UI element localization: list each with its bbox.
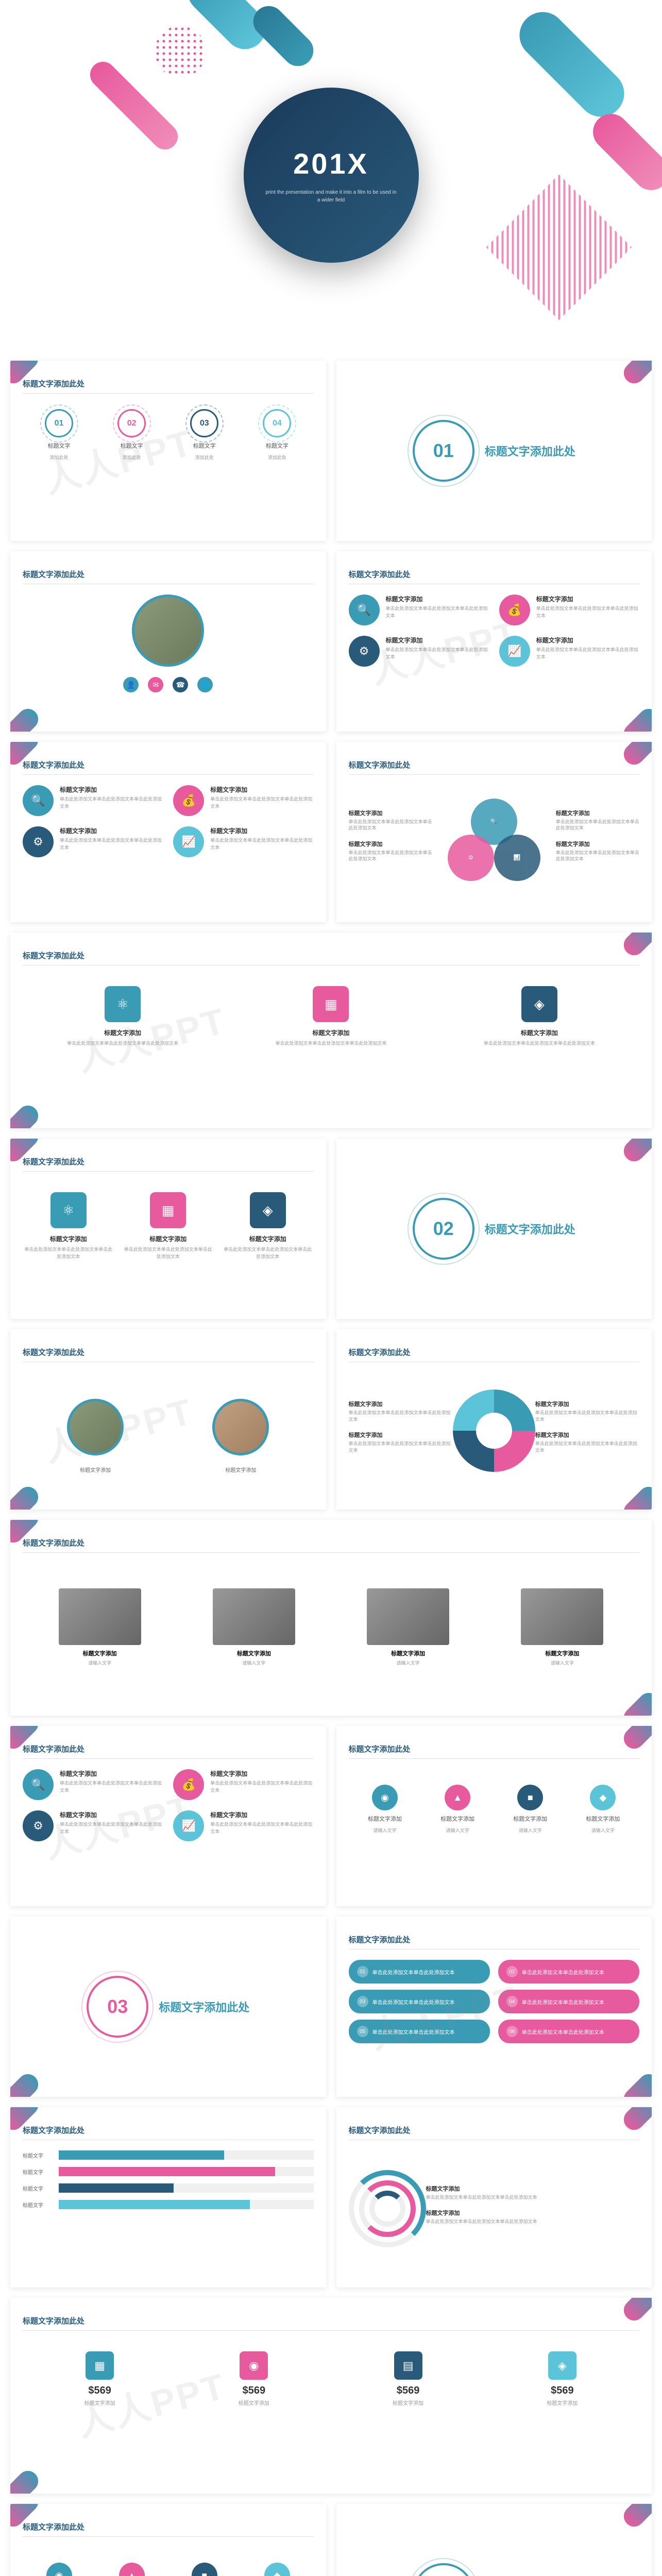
grid-cell: 📈标题文字添加单击此处添加文本单击此处添加文本单击此处添加文本 — [499, 636, 639, 667]
slide-two-photos: 标题文字添加此处 标题文字添加 标题文字添加 人人PPT — [10, 1329, 326, 1510]
slide-donut: 标题文字添加此处 标题文字添加单击此处添加文本单击此处添加文本单击此处添加文本标… — [336, 2107, 652, 2287]
list-item: 标题文字添加单击此处添加文本单击此处添加文本单击此处添加文本 — [349, 1431, 453, 1453]
card: ▦标题文字添加单击此处添加文本单击此处添加文本单击此处添加文本 — [123, 1192, 214, 1260]
grid-cell: 🔍标题文字添加单击此处添加文本单击此处添加文本单击此处添加文本 — [23, 1769, 163, 1800]
toc-item: 03标题文字添加此处 — [173, 409, 236, 461]
stat-item: ◈$569标题文字添加 — [547, 2351, 578, 2406]
icon-item: ◆标题文字添加请输入文字 — [571, 1785, 635, 1834]
bar-row: 标题文字 — [23, 2183, 314, 2193]
bar-row: 标题文字 — [23, 2200, 314, 2209]
slide-4photos: 标题文字添加此处 标题文字添加请输入文字标题文字添加请输入文字标题文字添加请输入… — [10, 1520, 652, 1716]
slide-steps: 标题文字添加此处 ◉标题文字添加请输入文字▲标题文字添加请输入文字■标题文字添加… — [10, 2504, 326, 2576]
slides-grid: 标题文字添加此处 01标题文字添加此处02标题文字添加此处03标题文字添加此处0… — [0, 350, 662, 2576]
grid-cell: 💰标题文字添加单击此处添加文本单击此处添加文本单击此处添加文本 — [499, 595, 639, 625]
pill: 03单击此处添加文本单击此处添加文本 — [349, 1990, 490, 2013]
slide-bars: 标题文字添加此处 标题文字标题文字标题文字标题文字 — [10, 2107, 326, 2287]
pill: 01单击此处添加文本单击此处添加文本 — [349, 1960, 490, 1984]
icon-mail: ✉ — [148, 677, 163, 692]
card: ◈标题文字添加单击此处添加文本单击此处添加文本单击此处添加文本 — [222, 1192, 314, 1260]
icon-item: ◆标题文字添加请输入文字 — [245, 2563, 309, 2576]
bar-row: 标题文字 — [23, 2150, 314, 2160]
slide-title: 标题文字添加此处 — [23, 378, 314, 394]
icon-item: ▲标题文字添加请输入文字 — [100, 2563, 164, 2576]
pill: 06单击此处添加文本单击此处添加文本 — [498, 2020, 639, 2043]
stat-item: ▤$569标题文字添加 — [393, 2351, 423, 2406]
card: ⚛标题文字添加单击此处添加文本单击此处添加文本单击此处添加文本 — [23, 986, 223, 1047]
icon-item: ◉标题文字添加请输入文字 — [27, 2563, 91, 2576]
photo-card: 标题文字添加请输入文字 — [59, 1588, 141, 1666]
grid-cell: ⚙标题文字添加单击此处添加文本单击此处添加文本单击此处添加文本 — [23, 1810, 163, 1841]
pill: 02单击此处添加文本单击此处添加文本 — [498, 1960, 639, 1984]
slide-stats: 标题文字添加此处 ▦$569标题文字添加◉$569标题文字添加▤$569标题文字… — [10, 2298, 652, 2494]
grid-cell: 🔍标题文字添加单击此处添加文本单击此处添加文本单击此处添加文本 — [23, 785, 163, 816]
grid-cell: ⚙标题文字添加单击此处添加文本单击此处添加文本单击此处添加文本 — [349, 636, 489, 667]
card: ⚛标题文字添加单击此处添加文本单击此处添加文本单击此处添加文本 — [23, 1192, 114, 1260]
icon-user: 👤 — [123, 677, 139, 692]
slide-bigicons: 标题文字添加此处 🔍标题文字添加单击此处添加文本单击此处添加文本单击此处添加文本… — [10, 742, 326, 922]
photo-card: 标题文字添加请输入文字 — [213, 1588, 295, 1666]
slide-section-03: 03 标题文字添加此处 — [10, 1917, 326, 2097]
section-label: 标题文字添加此处 — [485, 443, 575, 459]
toc-item: 02标题文字添加此处 — [100, 409, 164, 461]
photo-card: 标题文字添加请输入文字 — [521, 1588, 603, 1666]
slide-2x2: 标题文字添加此处 🔍标题文字添加单击此处添加文本单击此处添加文本单击此处添加文本… — [336, 551, 652, 732]
stat-item: ◉$569标题文字添加 — [239, 2351, 269, 2406]
slide-venn: 标题文字添加此处 标题文字添加单击此处添加文本单击此处添加文本单击此处添加文本标… — [336, 742, 652, 922]
venn-circle-3: 📊 — [494, 835, 540, 881]
section-number: 01 — [413, 420, 474, 482]
slide-icons-v: 标题文字添加此处 🔍标题文字添加单击此处添加文本单击此处添加文本单击此处添加文本… — [10, 1726, 326, 1906]
toc-item: 04标题文字添加此处 — [245, 409, 309, 461]
list-item: 标题文字添加单击此处添加文本单击此处添加文本单击此处添加文本 — [556, 840, 639, 862]
grid-cell: 📈标题文字添加单击此处添加文本单击此处添加文本单击此处添加文本 — [173, 1810, 313, 1841]
icon-item: ◉标题文字添加请输入文字 — [353, 1785, 417, 1834]
slide-ring: 标题文字添加此处 标题文字添加单击此处添加文本单击此处添加文本单击此处添加文本标… — [336, 1329, 652, 1510]
grid-cell: ⚙标题文字添加单击此处添加文本单击此处添加文本单击此处添加文本 — [23, 826, 163, 857]
list-item: 标题文字添加单击此处添加文本单击此处添加文本单击此处添加文本 — [349, 1400, 453, 1422]
slide-3cards: 标题文字添加此处 ⚛标题文字添加单击此处添加文本单击此处添加文本单击此处添加文本… — [10, 933, 652, 1128]
slide-photo-icons: 标题文字添加此处 👤 ✉ ☎ 🌐 — [10, 551, 326, 732]
cover-circle: 201X print the presentation and make it … — [244, 88, 419, 263]
icon-phone: ☎ — [173, 677, 188, 692]
icon-item: ■标题文字添加请输入文字 — [498, 1785, 562, 1834]
slide-toc: 标题文字添加此处 01标题文字添加此处02标题文字添加此处03标题文字添加此处0… — [10, 361, 326, 541]
slide-icons-h: 标题文字添加此处 ◉标题文字添加请输入文字▲标题文字添加请输入文字■标题文字添加… — [336, 1726, 652, 1906]
list-item: 标题文字添加单击此处添加文本单击此处添加文本单击此处添加文本 — [535, 1400, 639, 1422]
list-item: 标题文字添加单击此处添加文本单击此处添加文本单击此处添加文本 — [535, 1431, 639, 1453]
photo-circle — [132, 595, 204, 667]
grid-cell: 📈标题文字添加单击此处添加文本单击此处添加文本单击此处添加文本 — [173, 826, 313, 857]
list-item: 标题文字添加单击此处添加文本单击此处添加文本单击此处添加文本 — [349, 840, 432, 862]
photo-card: 标题文字添加请输入文字 — [367, 1588, 449, 1666]
venn-circle-2: ⚙ — [448, 835, 494, 881]
slide-section-01: 01 标题文字添加此处 — [336, 361, 652, 541]
list-item: 标题文字添加单击此处添加文本单击此处添加文本单击此处添加文本 — [426, 2209, 640, 2225]
pill: 04单击此处添加文本单击此处添加文本 — [498, 1990, 639, 2013]
icon-item: ■标题文字添加请输入文字 — [173, 2563, 236, 2576]
grid-cell: 🔍标题文字添加单击此处添加文本单击此处添加文本单击此处添加文本 — [349, 595, 489, 625]
cover-subtitle: print the presentation and make it into … — [244, 189, 419, 204]
card: ▦标题文字添加单击此处添加文本单击此处添加文本单击此处添加文本 — [231, 986, 431, 1047]
bar-row: 标题文字 — [23, 2167, 314, 2176]
slide-section-02: 02 标题文字添加此处 — [336, 1139, 652, 1319]
grid-cell: 💰标题文字添加单击此处添加文本单击此处添加文本单击此处添加文本 — [173, 1769, 313, 1800]
venn-diagram: 🔍 ⚙ 📊 — [448, 799, 540, 881]
list-item: 标题文字添加单击此处添加文本单击此处添加文本单击此处添加文本 — [349, 809, 432, 832]
ring-chart — [453, 1389, 535, 1472]
pill: 05单击此处添加文本单击此处添加文本 — [349, 2020, 490, 2043]
toc-item: 01标题文字添加此处 — [27, 409, 91, 461]
slide-section-04: 04 标题文字添加此处 — [336, 2504, 652, 2576]
list-item: 标题文字添加单击此处添加文本单击此处添加文本单击此处添加文本 — [426, 2184, 640, 2201]
cover-title: 201X — [293, 147, 369, 180]
slide-pills: 标题文字添加此处 01单击此处添加文本单击此处添加文本02单击此处添加文本单击此… — [336, 1917, 652, 2097]
cover-slide: 201X print the presentation and make it … — [0, 0, 662, 350]
card: ◈标题文字添加单击此处添加文本单击此处添加文本单击此处添加文本 — [439, 986, 639, 1047]
multi-ring-chart — [349, 2170, 426, 2247]
icon-web: 🌐 — [197, 677, 213, 692]
icon-item: ▲标题文字添加请输入文字 — [426, 1785, 489, 1834]
stat-item: ▦$569标题文字添加 — [84, 2351, 115, 2406]
slide-with-ring: 标题文字添加此处 ⚛标题文字添加单击此处添加文本单击此处添加文本单击此处添加文本… — [10, 1139, 326, 1319]
grid-cell: 💰标题文字添加单击此处添加文本单击此处添加文本单击此处添加文本 — [173, 785, 313, 816]
list-item: 标题文字添加单击此处添加文本单击此处添加文本单击此处添加文本 — [556, 809, 639, 832]
